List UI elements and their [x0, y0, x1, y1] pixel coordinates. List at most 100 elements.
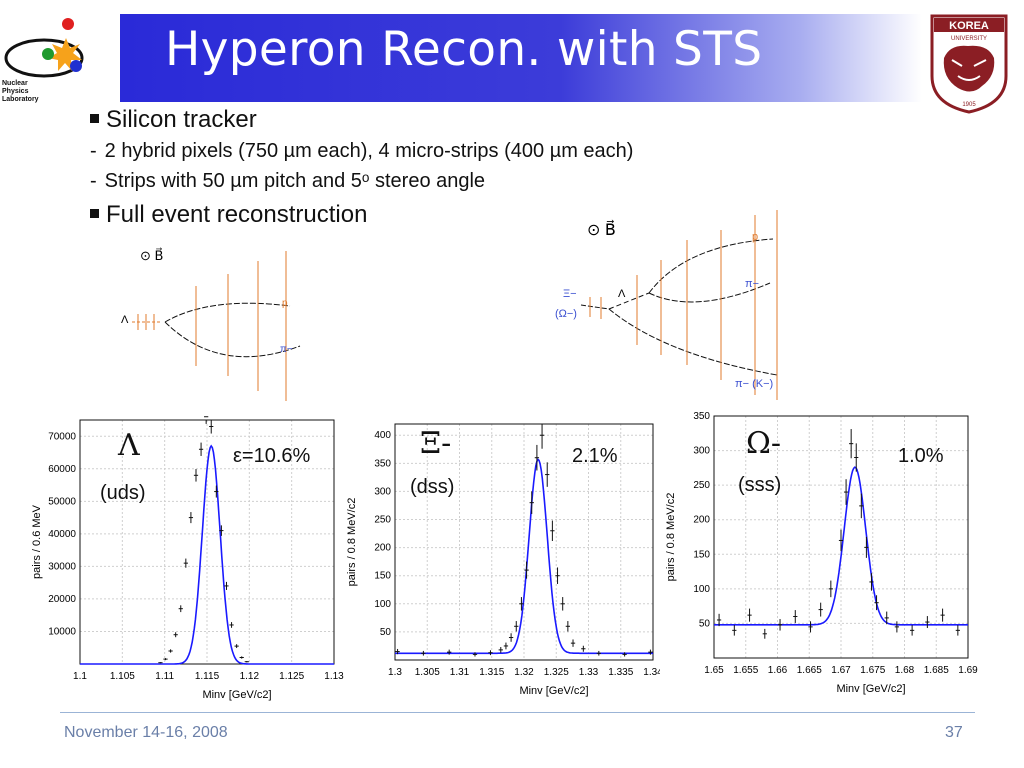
- x-tick-label: 1.315: [479, 667, 504, 678]
- y-tick-label: 350: [374, 458, 391, 469]
- plot-frame: [394, 423, 654, 661]
- x-axis-label: Minv [GeV/c2]: [836, 683, 905, 695]
- y-tick-label: 100: [693, 584, 710, 595]
- data-point: [193, 469, 199, 482]
- lambda-track-diagram: ⊙ B⃗ Λ p π−: [121, 248, 301, 401]
- data-point: [488, 650, 493, 656]
- footer-divider: [60, 712, 975, 713]
- pion-label: π−: [280, 344, 293, 355]
- data-point: [163, 658, 168, 661]
- x-axis-label: Minv [GeV/c2]: [202, 689, 271, 701]
- data-point: [762, 628, 767, 639]
- x-tick-label: 1.105: [110, 671, 135, 682]
- data-point: [955, 625, 960, 636]
- fit-curve: [395, 458, 653, 655]
- data-point: [244, 661, 249, 663]
- x-tick-label: 1.11: [155, 671, 174, 682]
- y-tick-label: 60000: [48, 464, 76, 475]
- cascade-track-diagram: ⊙ B⃗ Ξ− (Ω−) Λ p π− π− (K−): [555, 210, 778, 400]
- omega-efficiency: 1.0%: [898, 445, 944, 467]
- lambda-label: Λ: [121, 314, 129, 326]
- proton-track-right: [648, 238, 774, 294]
- bachelor-track: [608, 308, 778, 376]
- data-point: [158, 662, 163, 664]
- x-tick-label: 1.115: [195, 671, 220, 682]
- data-point: [519, 597, 524, 611]
- lambda-label-right: Λ: [618, 288, 626, 300]
- omega-quarks: (sss): [738, 474, 782, 496]
- data-point: [828, 580, 833, 598]
- x-tick-label: 1.335: [608, 667, 633, 678]
- lambda-quarks: (uds): [100, 482, 146, 504]
- green-particle-icon: [42, 48, 54, 60]
- x-tick-label: 1.13: [324, 671, 344, 682]
- korea-university-logo: KOREA UNIVERSITY 1905: [930, 14, 1008, 114]
- univ-logo-text-2: UNIVERSITY: [951, 36, 987, 42]
- data-point: [808, 621, 813, 633]
- plot-frame: [79, 419, 335, 665]
- logo-text-2: Physics: [2, 88, 29, 95]
- bachelor-label: π− (K−): [735, 378, 773, 390]
- data-point: [910, 625, 915, 636]
- tiger-icon: [943, 45, 995, 92]
- y-tick-label: 300: [693, 446, 710, 457]
- y-axis-label: pairs / 0.6 MeV: [31, 504, 43, 579]
- y-tick-label: 40000: [48, 529, 76, 540]
- y-tick-label: 70000: [48, 431, 76, 442]
- x-tick-label: 1.66: [768, 665, 788, 676]
- nuclear-physics-lab-logo: Nuclear Physics Laboratory: [2, 18, 84, 103]
- data-point: [793, 610, 798, 623]
- fit-curve: [714, 466, 968, 626]
- data-point: [204, 416, 209, 424]
- proton-label-right: p: [752, 231, 758, 243]
- logo-text-3: Laboratory: [2, 96, 39, 103]
- data-point: [849, 429, 854, 459]
- omega-symbol: Ω-: [746, 426, 782, 461]
- x-axis-label: Minv [GeV/c2]: [519, 685, 588, 697]
- proton-track: [164, 302, 291, 323]
- x-tick-label: 1.655: [733, 665, 758, 676]
- x-tick-label: 1.3: [388, 667, 402, 678]
- x-tick-label: 1.1: [73, 671, 87, 682]
- data-point: [864, 536, 869, 558]
- omega-label: (Ω−): [555, 308, 577, 320]
- univ-logo-text-3: 1905: [962, 102, 976, 108]
- data-point: [539, 424, 545, 449]
- data-point: [940, 608, 945, 622]
- data-point: [777, 619, 783, 631]
- data-point: [843, 479, 849, 505]
- data-point: [214, 485, 219, 498]
- data-point: [581, 645, 586, 652]
- data-point: [874, 595, 879, 611]
- x-tick-label: 1.32: [514, 667, 534, 678]
- data-point: [503, 642, 509, 650]
- data-point: [524, 561, 529, 579]
- data-point: [732, 625, 737, 636]
- sub-bullet-strips: - Strips with 50 µm pitch and 5ᵒ stereo a…: [90, 170, 486, 192]
- y-tick-label: 200: [693, 515, 710, 526]
- xi-quarks: (dss): [410, 476, 455, 498]
- data-point: [498, 647, 503, 653]
- data-point: [224, 581, 229, 590]
- y-tick-label: 300: [374, 486, 391, 497]
- xi-symbol: Ξ-: [420, 426, 452, 461]
- y-tick-label: 10000: [48, 626, 76, 637]
- x-tick-label: 1.325: [544, 667, 569, 678]
- lambda-mass-plot: 1.1 1.105 1.11 1.115 1.12 1.125 1.13 10000 20000…: [31, 416, 344, 701]
- x-tick-label: 1.31: [450, 667, 470, 678]
- bullet-full-event: Full event reconstruction: [90, 201, 367, 229]
- x-tick-label: 1.69: [958, 665, 978, 676]
- y-tick-label: 200: [374, 543, 391, 554]
- data-point: [514, 621, 519, 632]
- footer-date: November 14-16, 2008: [64, 724, 228, 741]
- data-point: [545, 462, 550, 487]
- data-point: [854, 443, 859, 472]
- pion-label-right: π−: [745, 278, 759, 290]
- data-point: [596, 650, 601, 656]
- xi-track: [580, 304, 610, 310]
- b-field-label: ⊙ B⃗: [140, 248, 163, 263]
- data-point: [229, 622, 234, 628]
- data-point: [183, 558, 188, 568]
- red-particle-icon: [62, 18, 74, 30]
- y-tick-label: 100: [374, 599, 391, 610]
